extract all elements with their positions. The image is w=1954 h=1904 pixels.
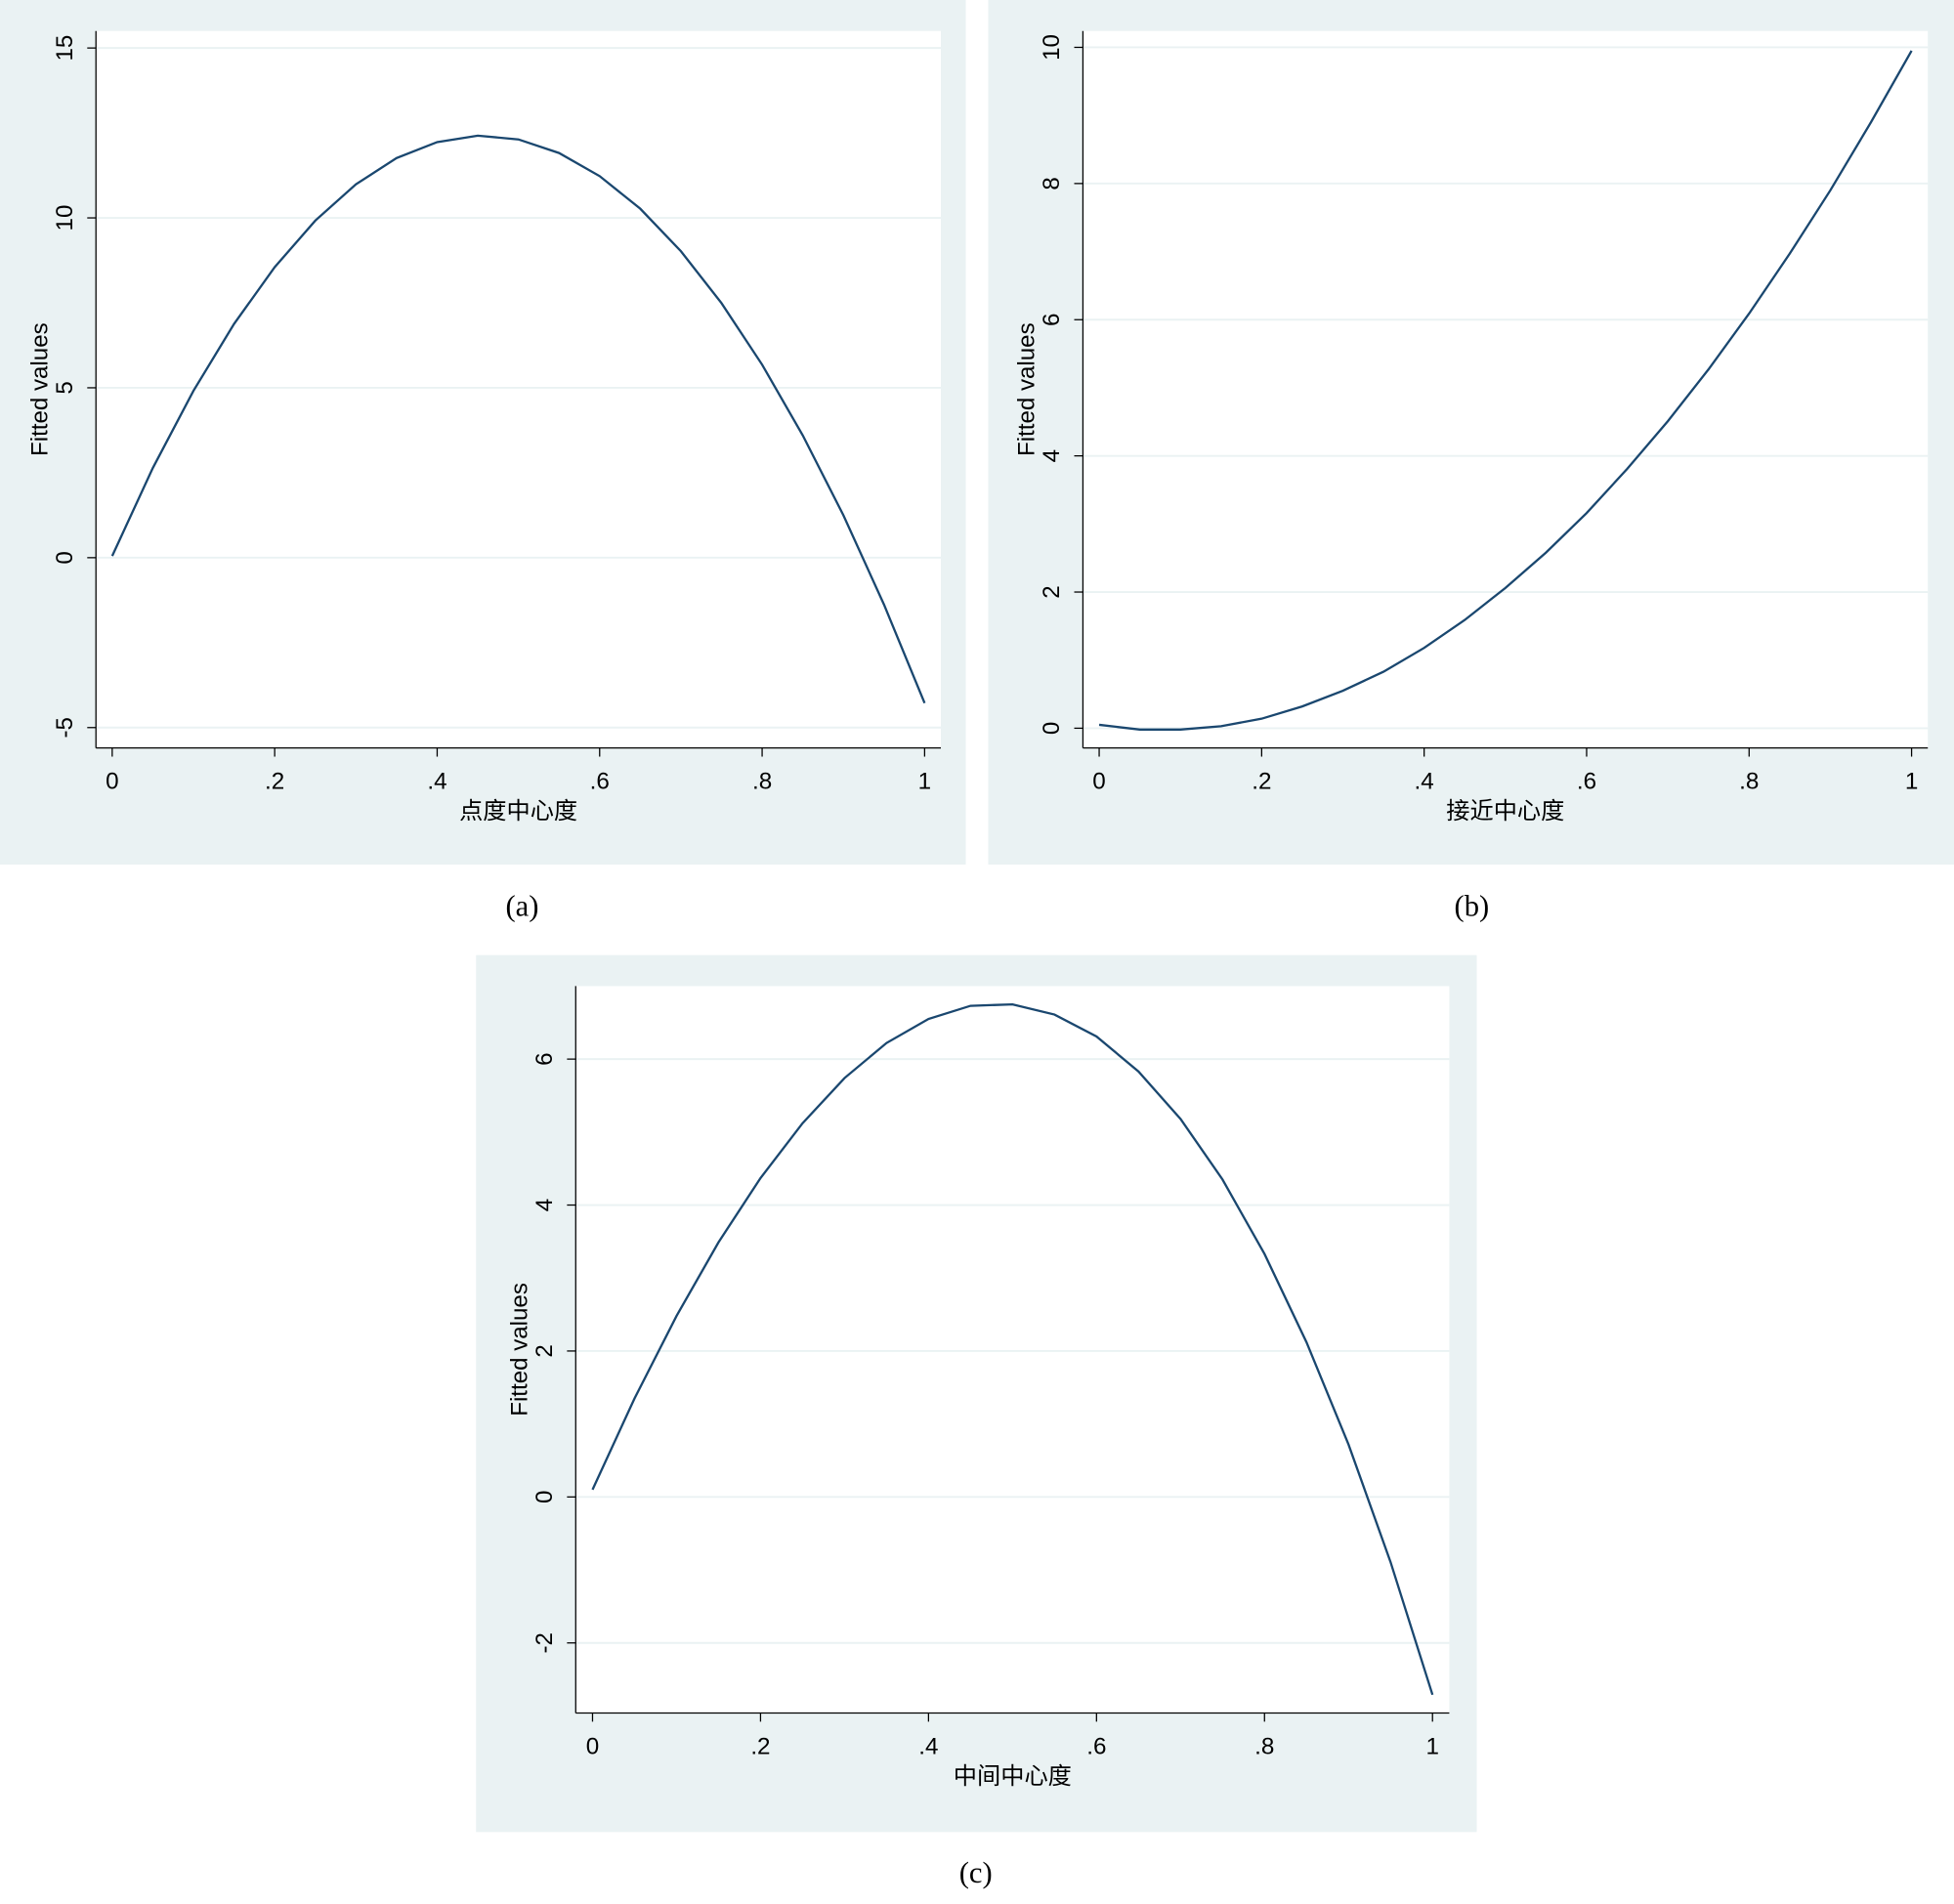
y-tick-label: -2 — [531, 1632, 558, 1653]
y-tick-label: 8 — [1039, 177, 1065, 190]
caption: (b) — [1455, 890, 1490, 923]
y-tick-label: 15 — [52, 35, 78, 62]
x-tick-label: .4 — [918, 1733, 938, 1759]
y-tick-label: 6 — [531, 1052, 558, 1065]
x-axis-title: 中间中心度 — [954, 1763, 1072, 1790]
x-tick-label: .4 — [1415, 769, 1434, 795]
y-tick-label: 10 — [1039, 34, 1065, 61]
x-tick-label: .2 — [265, 769, 284, 795]
y-tick-label: 0 — [531, 1491, 558, 1503]
caption: (c) — [959, 1856, 993, 1889]
y-axis-title: Fitted values — [26, 322, 53, 456]
y-tick-label: 5 — [52, 381, 78, 394]
y-tick-label: 2 — [531, 1344, 558, 1357]
x-tick-label: .6 — [590, 769, 610, 795]
fitted-line — [1098, 50, 1913, 731]
chart-panel: -5 0 5 10 15 0 .2 .4 .6 .8 1 点度中心度 Fitted values (a) — [0, 0, 966, 923]
y-axis-title: Fitted values — [1014, 322, 1041, 456]
plot-area — [1083, 30, 1929, 748]
x-tick-label: .8 — [1254, 1733, 1274, 1759]
caption: (a) — [505, 890, 538, 923]
y-tick-label: 2 — [1039, 585, 1065, 598]
y-tick-label: 4 — [1039, 449, 1065, 462]
x-tick-label: .6 — [1086, 1733, 1106, 1759]
y-tick-label: 6 — [1039, 314, 1065, 326]
x-tick-label: .8 — [752, 769, 772, 795]
x-tick-label: .2 — [750, 1733, 770, 1759]
x-tick-label: .2 — [1252, 769, 1271, 795]
y-tick-label: -5 — [52, 717, 78, 738]
fitted-line — [591, 1002, 1434, 1696]
y-axis-title: Fitted values — [507, 1283, 533, 1417]
fitted-line — [110, 134, 926, 704]
x-tick-label: 0 — [586, 1733, 599, 1759]
y-tick-label: 0 — [52, 551, 78, 564]
x-tick-label: 0 — [106, 769, 118, 795]
chart-panel: -2 0 2 4 6 0 .2 .4 .6 .8 1 中间中心度 Fitted values (c) — [476, 954, 1477, 1889]
x-tick-label: 0 — [1092, 769, 1105, 795]
plot-area — [575, 986, 1450, 1714]
x-axis-title: 点度中心度 — [459, 798, 577, 825]
x-tick-label: .4 — [427, 769, 446, 795]
x-tick-label: .8 — [1739, 769, 1759, 795]
x-axis-title: 接近中心度 — [1446, 798, 1564, 825]
y-tick-label: 10 — [52, 205, 78, 232]
x-tick-label: 1 — [918, 769, 931, 795]
x-tick-label: .6 — [1577, 769, 1596, 795]
y-tick-label: 4 — [531, 1199, 558, 1211]
x-tick-label: 1 — [1425, 1733, 1438, 1759]
y-tick-label: 0 — [1039, 722, 1065, 735]
x-tick-label: 1 — [1905, 769, 1918, 795]
plot-area — [96, 30, 942, 748]
chart-panel: 0 2 4 6 8 10 0 .2 .4 .6 .8 1 接近中心度 Fitted values (b) — [988, 0, 1954, 923]
